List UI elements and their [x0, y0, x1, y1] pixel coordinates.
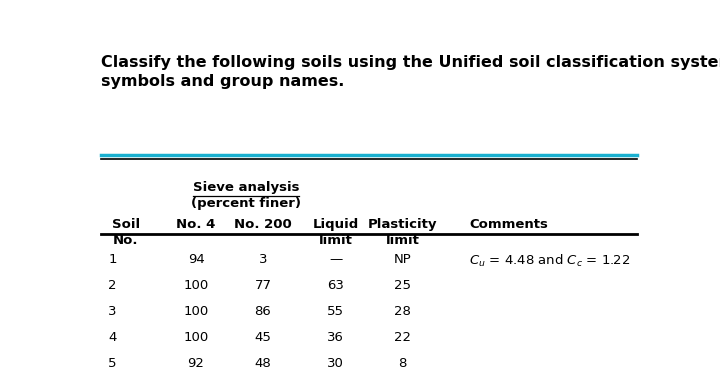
Text: Classify the following soils using the Unified soil classification system. Give : Classify the following soils using the U… — [101, 55, 720, 89]
Text: 100: 100 — [184, 279, 209, 292]
Text: 77: 77 — [254, 279, 271, 292]
Text: No. 200: No. 200 — [234, 218, 292, 231]
Text: 92: 92 — [188, 357, 204, 370]
Text: 28: 28 — [394, 305, 411, 318]
Text: 63: 63 — [327, 279, 344, 292]
Text: Sieve analysis
(percent finer): Sieve analysis (percent finer) — [192, 181, 301, 210]
Text: $C_u$ = 4.48 and $C_c$ = 1.22: $C_u$ = 4.48 and $C_c$ = 1.22 — [469, 253, 631, 269]
Text: 22: 22 — [394, 331, 411, 344]
Text: 2: 2 — [108, 279, 117, 292]
Text: No. 4: No. 4 — [176, 218, 216, 231]
Text: 4: 4 — [108, 331, 117, 344]
Text: 3: 3 — [258, 253, 267, 266]
Text: 86: 86 — [255, 305, 271, 318]
Text: 55: 55 — [327, 305, 344, 318]
Text: 5: 5 — [108, 357, 117, 370]
Text: Liquid
limit: Liquid limit — [312, 218, 359, 247]
Text: 30: 30 — [327, 357, 344, 370]
Text: Comments: Comments — [469, 218, 549, 231]
Text: 94: 94 — [188, 253, 204, 266]
Text: Plasticity
limit: Plasticity limit — [368, 218, 437, 247]
Text: —: — — [329, 253, 342, 266]
Text: 25: 25 — [394, 279, 411, 292]
Text: 100: 100 — [184, 331, 209, 344]
Text: 48: 48 — [255, 357, 271, 370]
Text: 3: 3 — [108, 305, 117, 318]
Text: 8: 8 — [398, 357, 407, 370]
Text: Soil
No.: Soil No. — [112, 218, 140, 247]
Text: 1: 1 — [108, 253, 117, 266]
Text: 100: 100 — [184, 305, 209, 318]
Text: 45: 45 — [255, 331, 271, 344]
Text: 36: 36 — [327, 331, 344, 344]
Text: NP: NP — [394, 253, 411, 266]
